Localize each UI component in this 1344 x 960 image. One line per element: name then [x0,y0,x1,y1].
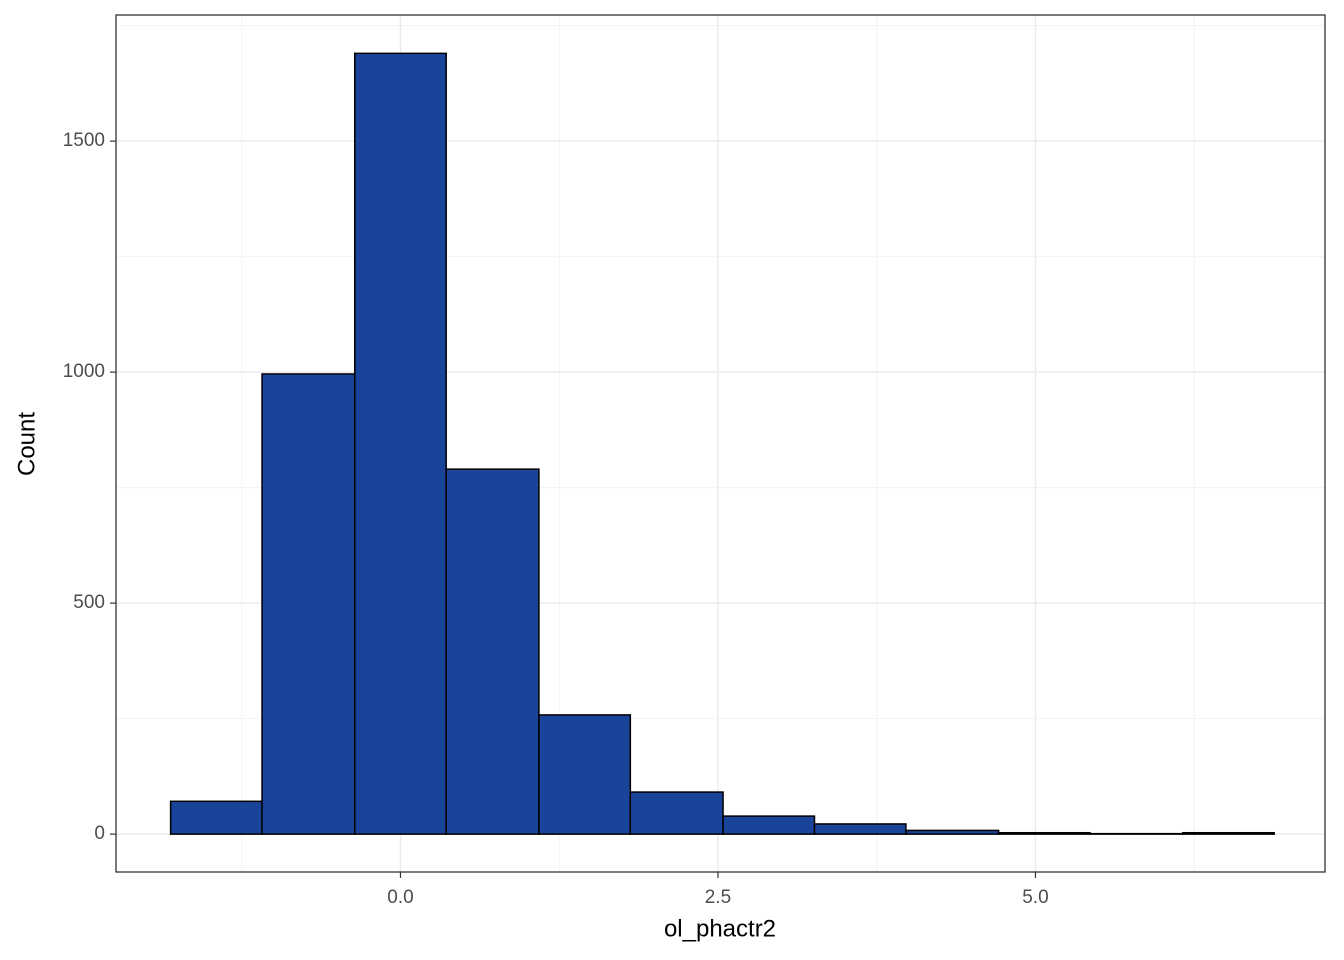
y-tick-label: 1000 [63,361,105,382]
bar [629,791,724,835]
bar [354,52,447,835]
bar [1182,831,1275,835]
y-tick-label: 500 [73,592,105,613]
bar [905,829,1000,835]
bar [997,831,1091,835]
y-tick-label: 1500 [63,130,105,151]
bar [261,373,356,835]
panel-border [115,14,1326,873]
bar [538,714,632,835]
x-tick-label: 2.5 [705,887,731,908]
x-axis-label: ol_phactr2 [664,915,776,942]
y-tick-label: 0 [94,823,105,844]
bar [169,800,263,835]
bar [813,823,907,835]
y-axis-label: Count [13,412,40,476]
bar [722,815,816,835]
bar [445,468,540,835]
x-tick-label: 0.0 [387,887,413,908]
x-tick-label: 5.0 [1022,887,1048,908]
